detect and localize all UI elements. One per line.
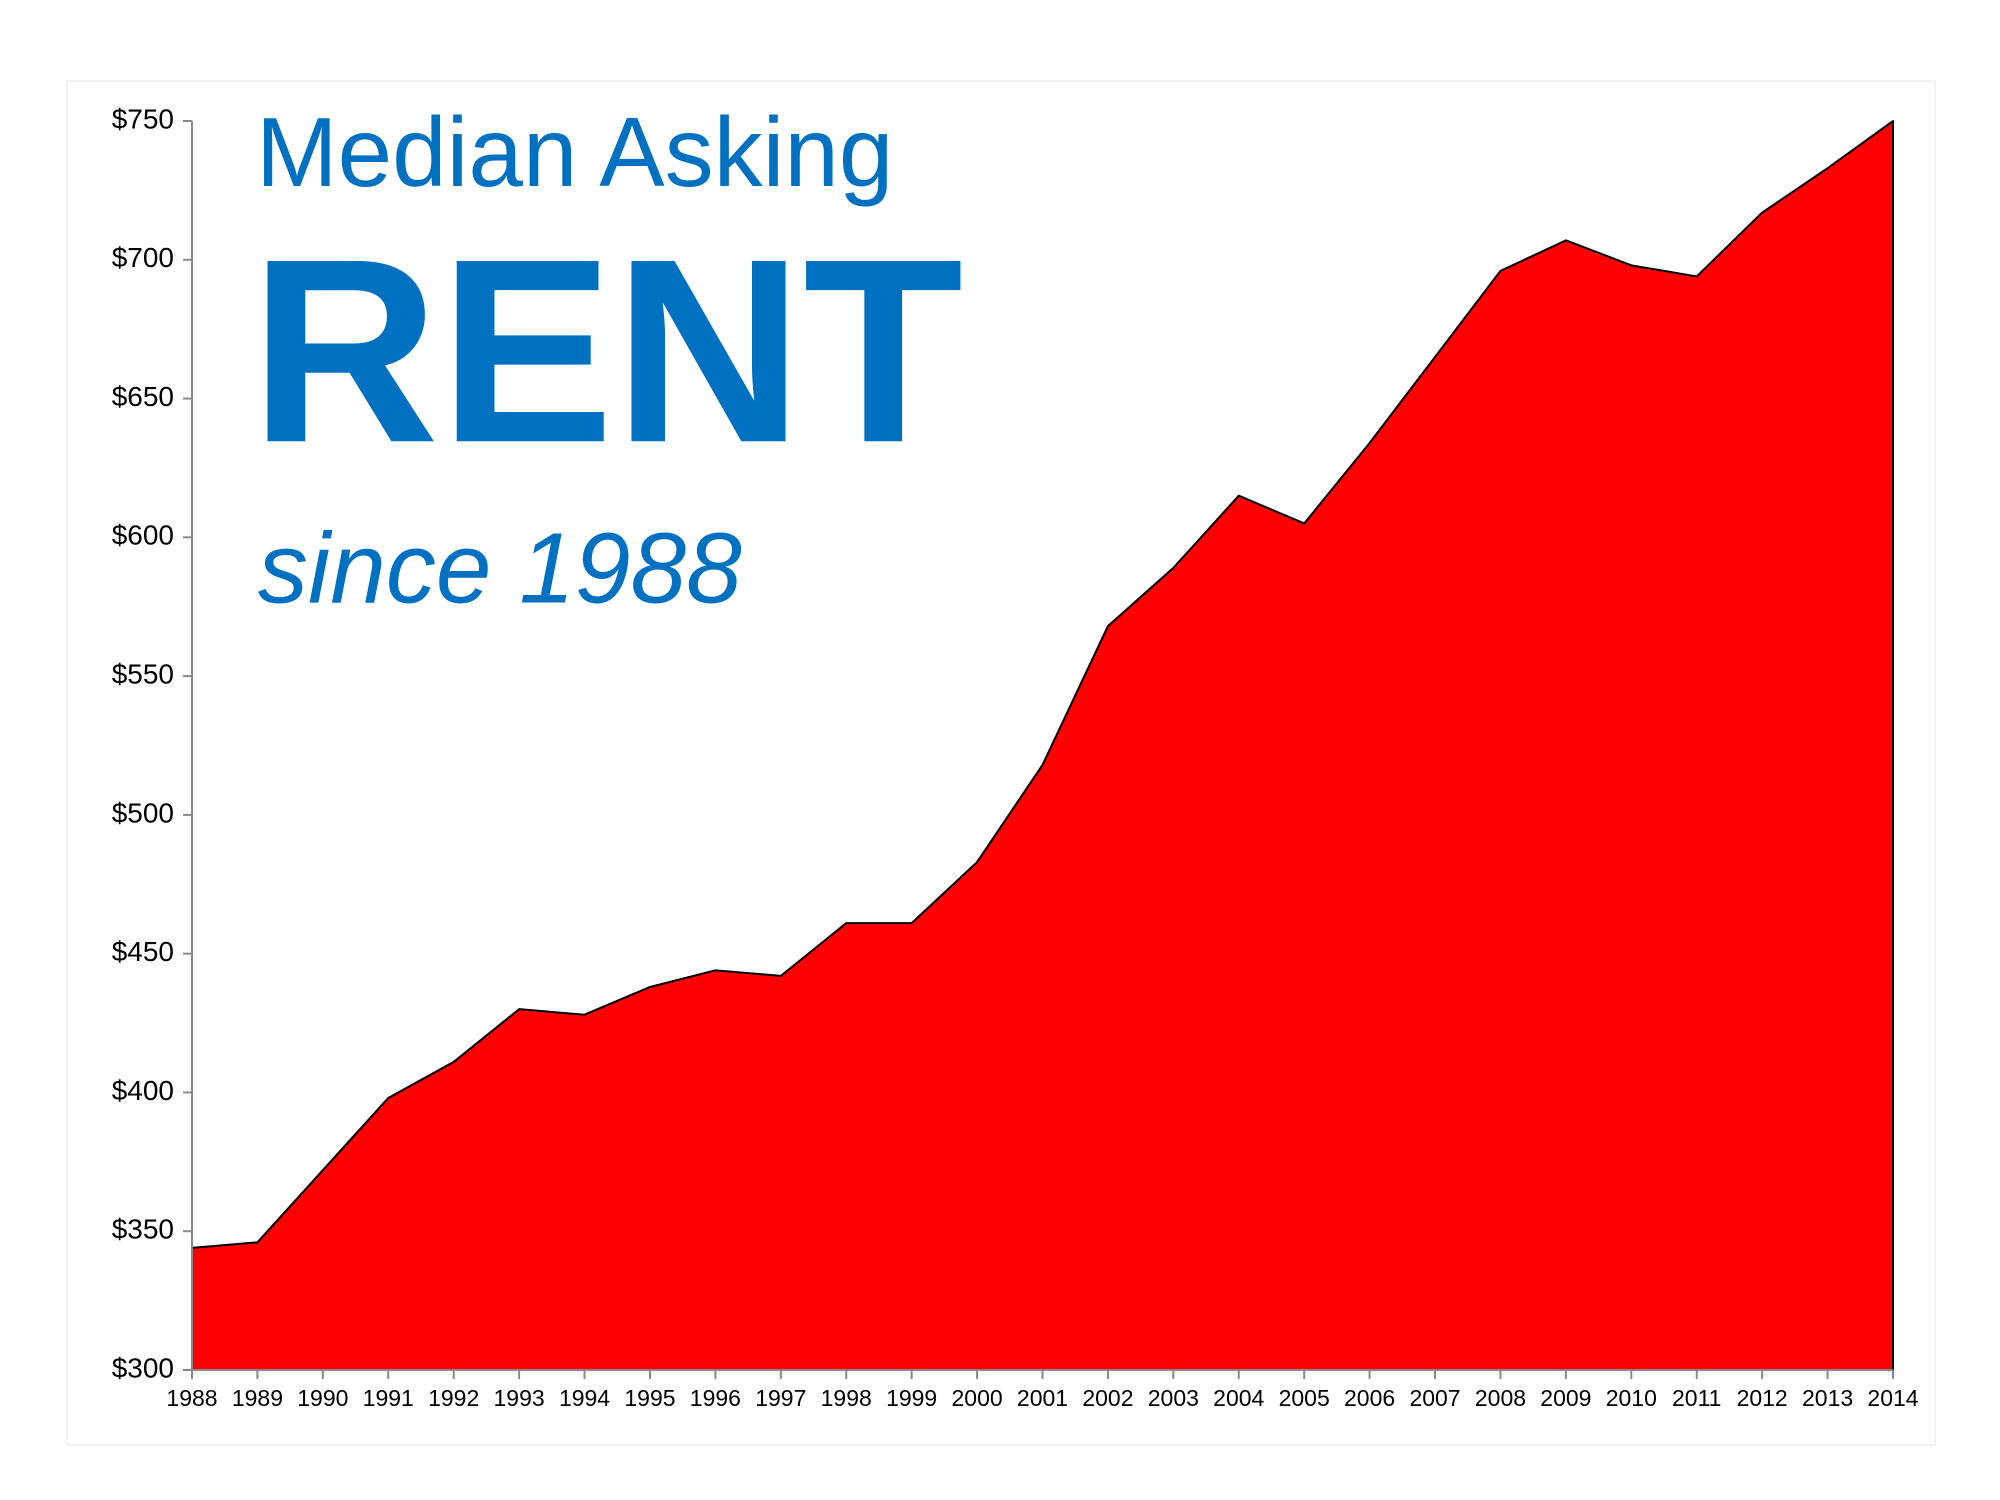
area <box>191 120 1894 1371</box>
x-tick-label: 2006 <box>1344 1385 1395 1411</box>
y-tick-label: $750 <box>112 103 174 134</box>
x-tick-label: 1998 <box>821 1385 872 1411</box>
x-tick-label: 1991 <box>363 1385 414 1411</box>
x-tick-label: 1994 <box>559 1385 610 1411</box>
y-tick-label: $600 <box>112 520 174 551</box>
x-tick-label: 1997 <box>755 1385 806 1411</box>
y-tick-label: $400 <box>112 1075 174 1106</box>
x-tick-label: 2005 <box>1279 1385 1330 1411</box>
y-tick-label: $300 <box>112 1352 174 1383</box>
x-tick-label: 2011 <box>1672 1385 1721 1411</box>
x-tick-label: 2007 <box>1409 1385 1460 1411</box>
x-tick-label: 2013 <box>1802 1385 1853 1411</box>
x-tick-label: 1996 <box>690 1385 741 1411</box>
y-tick-label: $700 <box>112 242 174 273</box>
x-tick-label: 1999 <box>886 1385 937 1411</box>
x-tick-label: 1993 <box>494 1385 545 1411</box>
y-tick-label: $500 <box>112 797 174 828</box>
x-tick-label: 2000 <box>951 1385 1002 1411</box>
y-tick-label: $650 <box>112 381 174 412</box>
x-tick-label: 2008 <box>1475 1385 1526 1411</box>
x-tick-label: 1988 <box>166 1385 217 1411</box>
x-tick-label: 2012 <box>1737 1385 1788 1411</box>
x-tick-label: 1990 <box>297 1385 348 1411</box>
x-tick-label: 2001 <box>1017 1385 1068 1411</box>
x-tick-label: 1992 <box>428 1385 479 1411</box>
x-tick-label: 2002 <box>1082 1385 1133 1411</box>
x-tick-label: 2003 <box>1148 1385 1199 1411</box>
chart-subtitle: since 1988 <box>258 512 742 624</box>
y-tick-label: $450 <box>112 936 174 967</box>
y-tick-label: $550 <box>112 659 174 690</box>
x-tick-label: 2010 <box>1606 1385 1657 1411</box>
x-tick-label: 2009 <box>1540 1385 1591 1411</box>
x-tick-label: 2014 <box>1867 1385 1918 1411</box>
chart-title: Median Asking <box>256 97 893 207</box>
y-tick-label: $350 <box>112 1214 174 1245</box>
x-tick-label: 1989 <box>232 1385 283 1411</box>
chart-title: RENT <box>250 204 963 497</box>
x-tick-label: 1995 <box>624 1385 675 1411</box>
x-tick-label: 2004 <box>1213 1385 1264 1411</box>
